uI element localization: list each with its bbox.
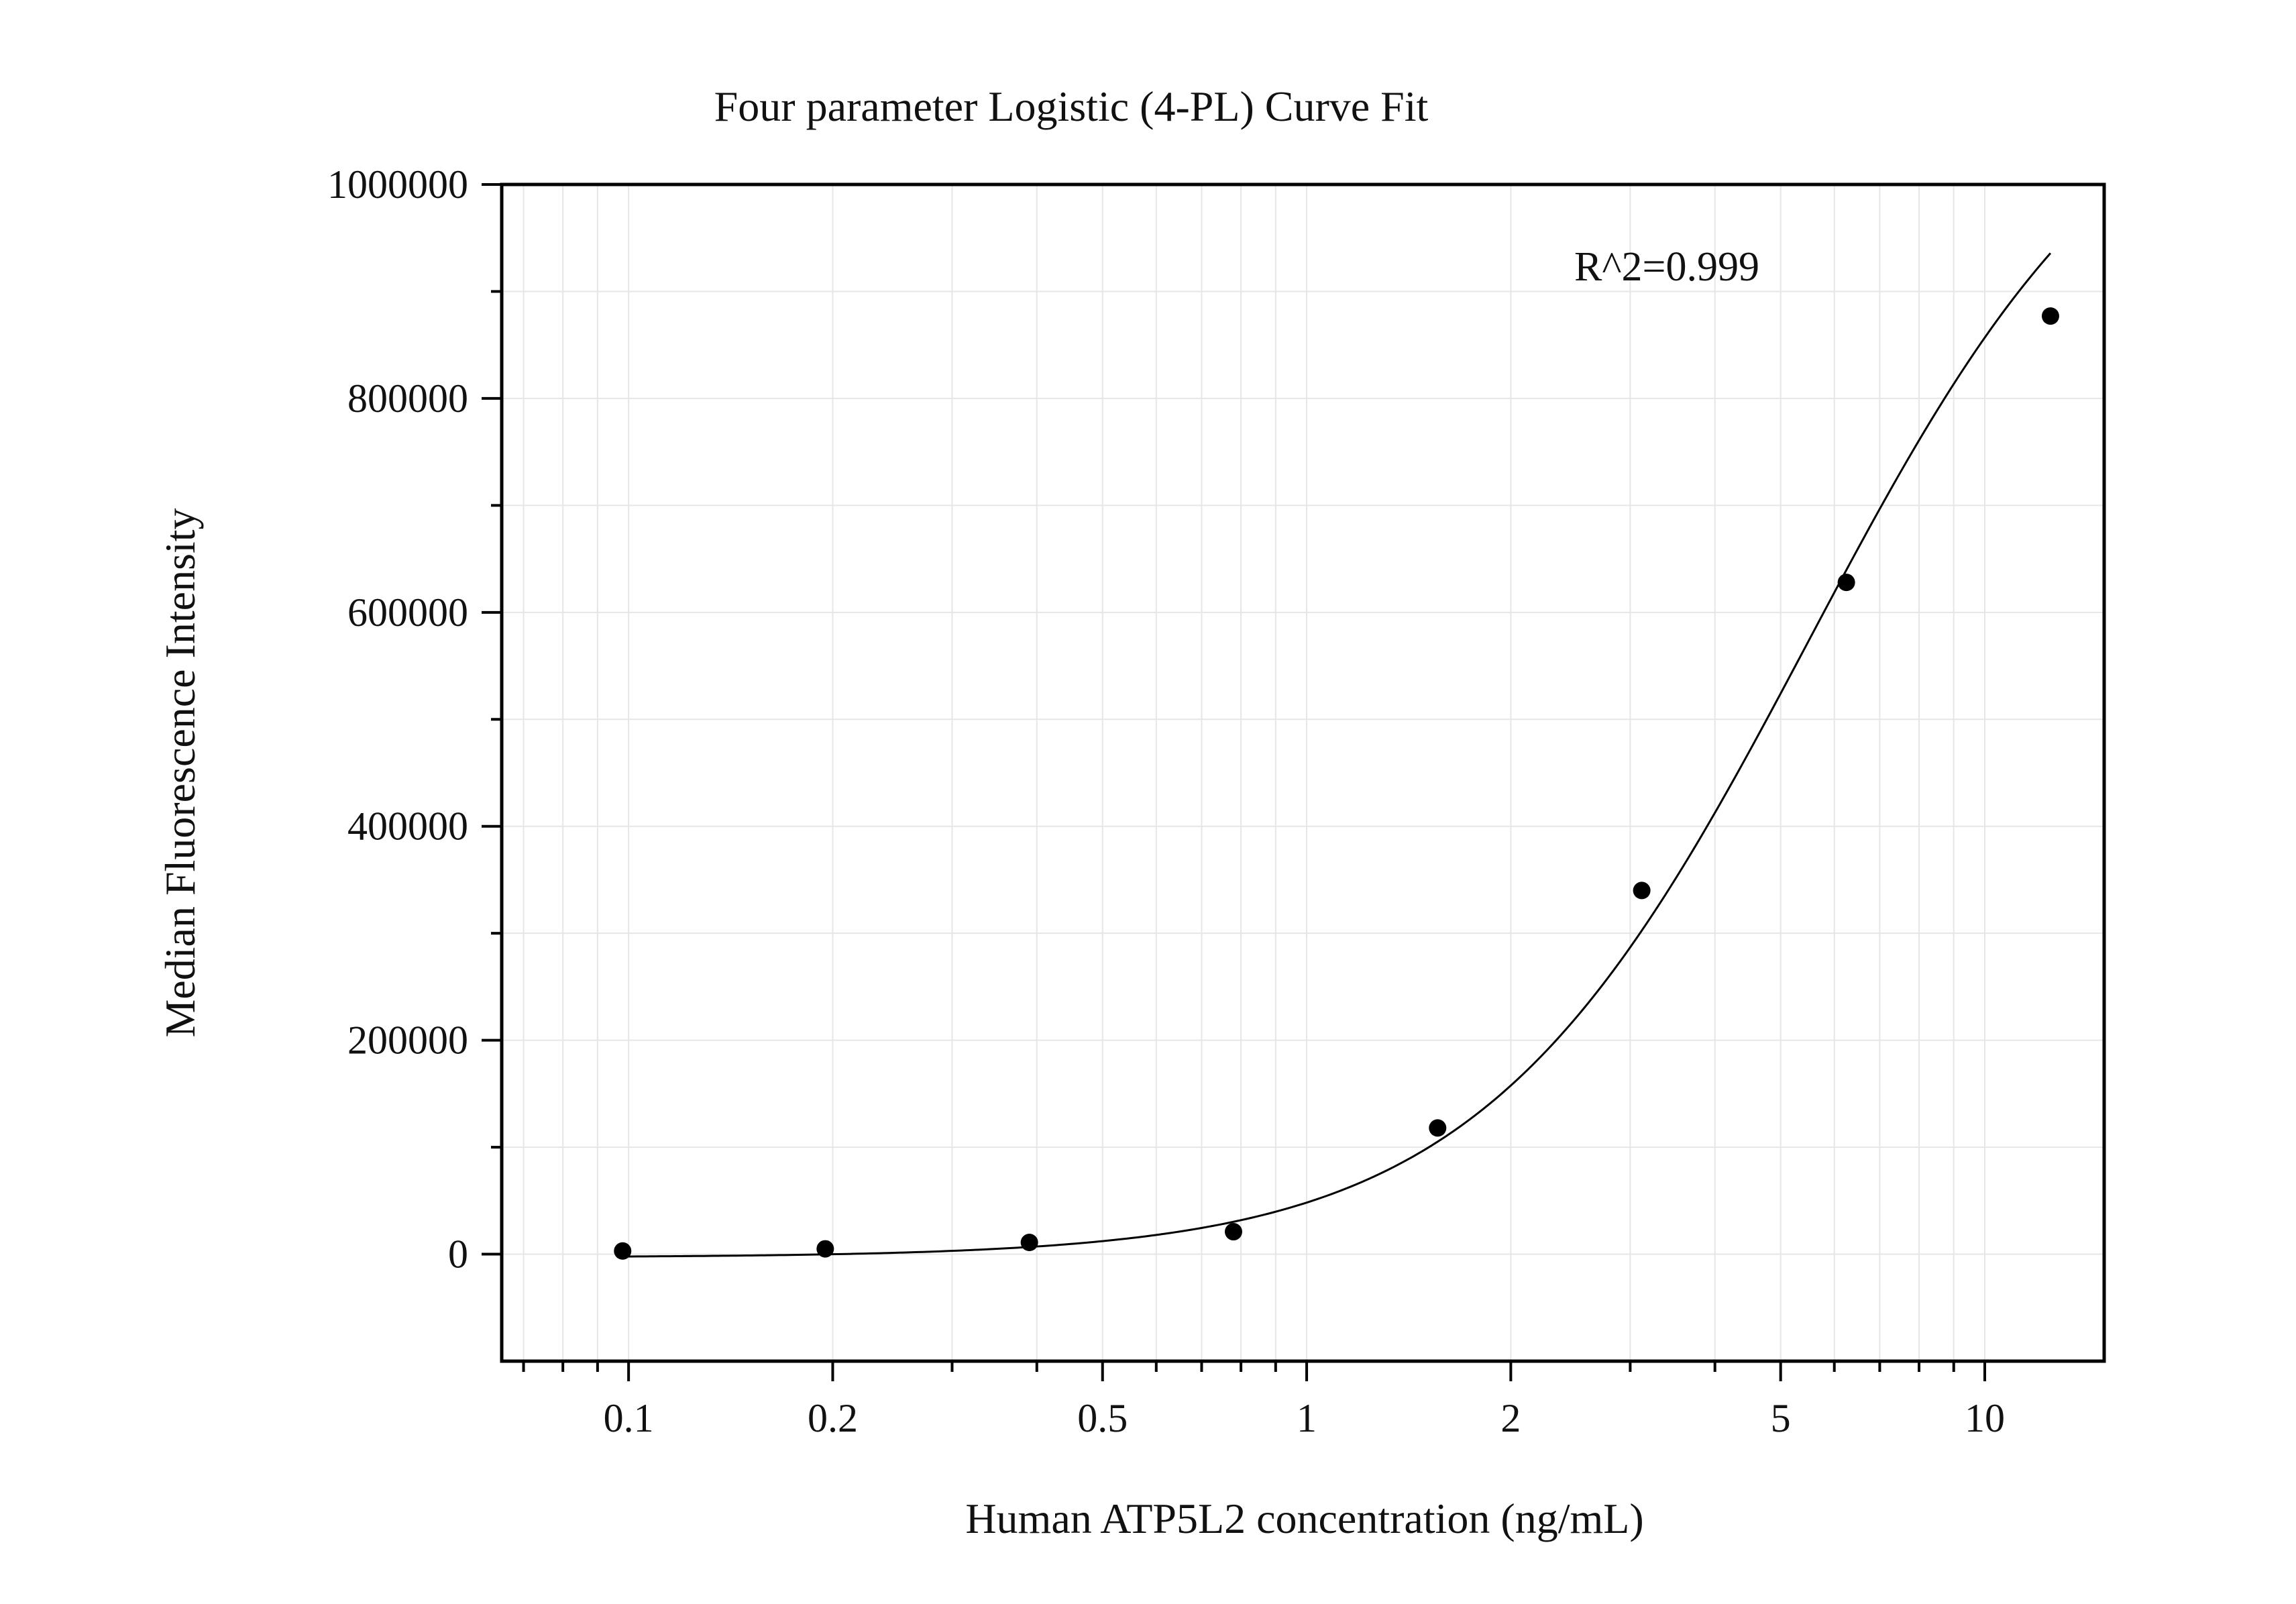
axis-ticks bbox=[482, 183, 1986, 1381]
y-tick-label: 600000 bbox=[347, 590, 468, 635]
data-point bbox=[1429, 1119, 1447, 1137]
y-tick-label: 200000 bbox=[347, 1018, 468, 1063]
y-tick-label: 0 bbox=[448, 1232, 468, 1277]
x-tick-label: 10 bbox=[1965, 1396, 2005, 1440]
x-tick-label: 0.1 bbox=[604, 1396, 654, 1440]
y-tick-label: 1000000 bbox=[327, 162, 468, 207]
x-axis-label: Human ATP5L2 concentration (ng/mL) bbox=[965, 1495, 1643, 1542]
y-tick-label: 800000 bbox=[347, 376, 468, 421]
plot-frame bbox=[500, 182, 2106, 1363]
y-tick-label: 400000 bbox=[347, 804, 468, 849]
chart-title: Four parameter Logistic (4-PL) Curve Fit bbox=[714, 83, 1429, 130]
y-axis-label: Median Fluorescence Intensity bbox=[156, 508, 204, 1037]
x-tick-label: 0.2 bbox=[808, 1396, 858, 1440]
r-squared-annotation: R^2=0.999 bbox=[1574, 244, 1759, 290]
x-tick-label: 5 bbox=[1771, 1396, 1791, 1440]
x-tick-label: 1 bbox=[1297, 1396, 1317, 1440]
data-point bbox=[1837, 574, 1855, 592]
x-tick-label: 2 bbox=[1500, 1396, 1521, 1440]
data-point bbox=[2041, 307, 2059, 325]
data-point bbox=[1224, 1223, 1242, 1241]
data-point bbox=[1633, 881, 1651, 900]
fit-curve bbox=[622, 252, 2052, 1258]
x-tick-label: 0.5 bbox=[1077, 1396, 1128, 1440]
tick-labels: 0.1 0.2 0.5 1 2 5 10 0 200000 400000 600000 800000 1… bbox=[327, 162, 2005, 1440]
data-point bbox=[614, 1242, 632, 1260]
data-point bbox=[1020, 1234, 1038, 1252]
grid bbox=[502, 184, 2104, 1362]
fit-curve-group bbox=[622, 252, 2052, 1258]
data-point bbox=[816, 1240, 834, 1258]
data-points bbox=[614, 307, 2059, 1260]
